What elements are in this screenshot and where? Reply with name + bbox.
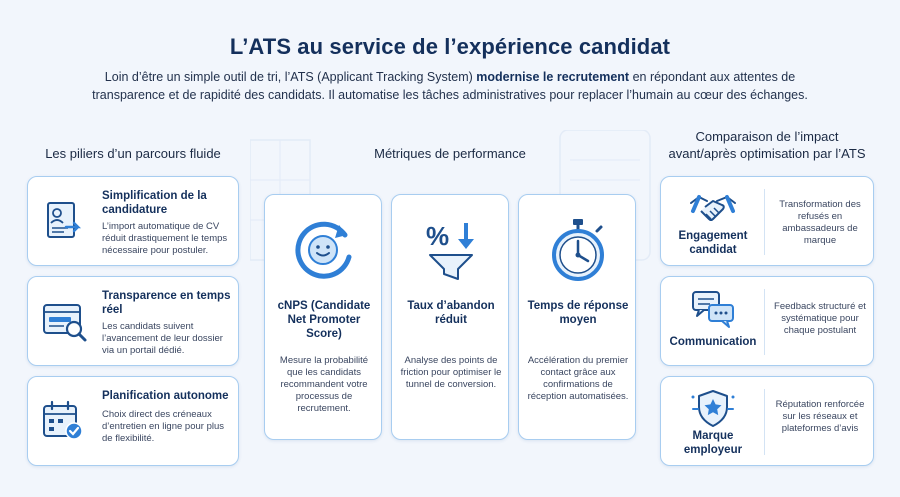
impact-title: Marque employeur: [683, 430, 743, 456]
impact-description: Feedback structuré et systématique pour …: [774, 301, 866, 336]
metric-card-response-time: Temps de réponse moyen Accélération du p…: [518, 194, 636, 440]
stopwatch-icon: [552, 219, 604, 281]
pillar-description: Les candidats suivent l’avancement de le…: [102, 321, 223, 356]
page-title: L’ATS au service de l’expérience candida…: [229, 34, 671, 59]
pillar-description: L’import automatique de CV réduit drasti…: [102, 221, 228, 256]
metric-description: Mesure la probabilité que les candidats …: [279, 355, 369, 414]
left-column-title: Les piliers d’un parcours fluide: [45, 146, 221, 161]
handshake-icon: [690, 195, 736, 221]
metric-title: Taux d’abandon réduit: [407, 300, 495, 326]
impact-description: Réputation renforcée sur les réseaux et …: [775, 399, 865, 434]
calendar-check-icon: [43, 400, 83, 440]
metric-title: Temps de réponse moyen: [527, 300, 629, 326]
pillar-title: Transparence en temps réel: [102, 290, 231, 316]
impact-title: Engagement candidat: [678, 230, 748, 256]
intro-text-start: Loin d’être un simple outil de tri, l’AT…: [104, 70, 477, 84]
intro-text-line2: transparence et de rapidité des candidat…: [92, 88, 808, 102]
pillar-card-scheduling: Planification autonome Choix direct des …: [27, 376, 239, 466]
metric-description: Accélération du premier contact grâce au…: [527, 355, 629, 402]
card-divider: [764, 189, 765, 255]
browser-search-icon: [43, 304, 87, 342]
shield-star-icon: [691, 390, 735, 427]
pillar-card-transparency: Transparence en temps réel Les candidats…: [27, 276, 239, 366]
intro-paragraph: Loin d’être un simple outil de tri, l’AT…: [60, 68, 840, 104]
impact-title: Communication: [669, 336, 757, 348]
metric-description: Analyse des points de friction pour opti…: [400, 355, 502, 390]
svg-text:%: %: [426, 221, 449, 251]
document-import-icon: [47, 202, 82, 238]
intro-text-bold: modernise le recrutement: [476, 70, 630, 84]
pillar-card-application: Simplification de la candidature L’impor…: [27, 176, 239, 266]
percent-funnel-icon: %: [426, 221, 474, 280]
card-divider: [764, 389, 765, 455]
chat-bubbles-icon: [692, 291, 734, 328]
metric-title: cNPS (Candidate Net Promoter Score): [277, 300, 371, 340]
right-column-title: Comparaison de l’impact avant/après opti…: [668, 129, 866, 161]
impact-card-communication: Communication Feedback structuré et syst…: [660, 276, 874, 366]
smiley-cycle-icon: [295, 221, 352, 279]
metric-card-dropout: % Taux d’abandon réduit Analyse des poin…: [391, 194, 509, 440]
pillar-title: Simplification de la candidature: [102, 190, 207, 216]
impact-card-engagement: Engagement candidat Transformation des r…: [660, 176, 874, 266]
middle-column-title: Métriques de performance: [374, 146, 526, 161]
intro-text-end: en répondant aux attentes de: [629, 70, 796, 84]
impact-card-employer-brand: Marque employeur Réputation renforcée su…: [660, 376, 874, 466]
metric-card-cnps: cNPS (Candidate Net Promoter Score) Mesu…: [264, 194, 382, 440]
impact-description: Transformation des refusés en ambassadeu…: [779, 199, 861, 246]
pillar-description: Choix direct des créneaux d’entretien en…: [102, 409, 225, 444]
card-divider: [764, 289, 765, 355]
pillar-title: Planification autonome: [102, 390, 229, 402]
